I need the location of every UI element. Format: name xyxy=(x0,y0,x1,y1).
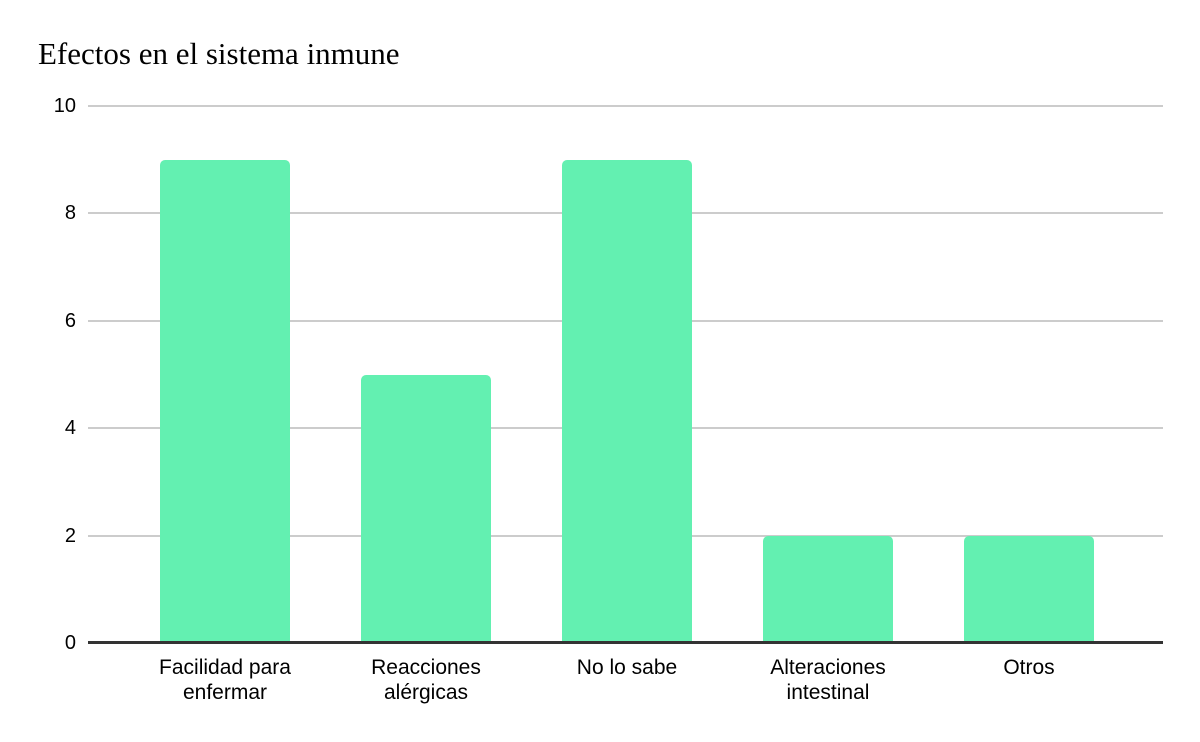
bar-2[interactable] xyxy=(562,159,692,643)
bar-1[interactable] xyxy=(361,374,491,643)
y-tick-label-0: 0 xyxy=(64,632,76,654)
y-tick-label-6: 6 xyxy=(64,309,76,332)
y-tick-label-8: 8 xyxy=(64,202,76,225)
chart-title: Efectos en el sistema inmune xyxy=(38,36,400,71)
x-tick-label-1: Reacciones alérgicas xyxy=(371,656,481,704)
y-tick-label-10: 10 xyxy=(53,95,76,117)
x-axis-line xyxy=(88,641,1163,644)
bar-3[interactable] xyxy=(763,535,893,643)
bar-0[interactable] xyxy=(160,159,290,643)
bar-4[interactable] xyxy=(964,535,1094,643)
gridline-10 xyxy=(88,105,1163,107)
x-tick-label-3: Alteraciones intestinal xyxy=(770,656,886,704)
plot-area: 10 8 6 4 2 0 Facilidad para enfermar Reacciones… xyxy=(54,95,1163,704)
y-tick-label-4: 4 xyxy=(64,417,76,440)
x-tick-label-4: Otros xyxy=(1003,656,1055,679)
y-tick-label-2: 2 xyxy=(64,524,76,547)
x-tick-label-2: No lo sabe xyxy=(576,656,678,679)
x-tick-label-0: Facilidad para enfermar xyxy=(159,656,291,704)
